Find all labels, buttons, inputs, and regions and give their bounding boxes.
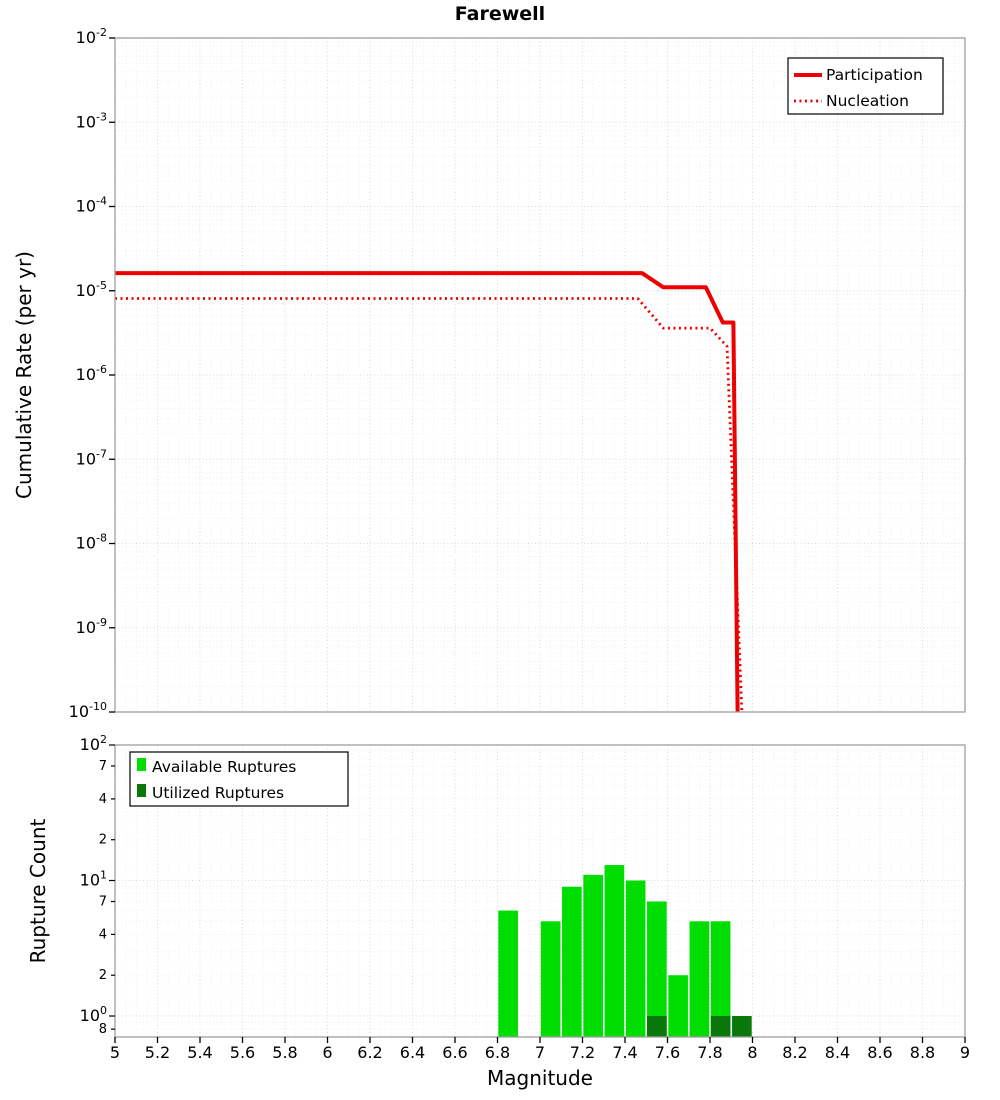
x-tick-label: 5.6 (230, 1043, 255, 1062)
x-tick-label: 7.8 (697, 1043, 722, 1062)
y-tick-label: 4 (99, 927, 107, 942)
x-tick-label: 8.8 (910, 1043, 935, 1062)
available-ruptures-bar (540, 921, 561, 1037)
bottom-legend: Available Ruptures Utilized Ruptures (129, 751, 349, 807)
y-tick-label: 101 (80, 869, 107, 890)
y-tick-label: 10-7 (76, 447, 107, 468)
y-tick-label: 7 (99, 894, 107, 909)
available-ruptures-bar (604, 865, 625, 1037)
y-tick-label: 10-6 (76, 363, 107, 384)
x-tick-label: 6.4 (400, 1043, 425, 1062)
legend-box (129, 751, 349, 807)
x-tick-label: 7.4 (612, 1043, 637, 1062)
available-ruptures-bar (498, 910, 518, 1037)
participation-line (115, 271, 740, 713)
available-ruptures-bar (689, 921, 710, 1037)
y-tick-label: 4 (99, 792, 107, 807)
x-tick-label: 6 (322, 1043, 332, 1062)
legend-sample-swatch (137, 784, 146, 797)
top-legend: Participation Nucleation (787, 57, 944, 115)
legend-box (787, 57, 944, 115)
x-tick-label: 9 (960, 1043, 970, 1062)
legend-label: Participation (826, 66, 923, 84)
legend-label: Available Ruptures (152, 758, 296, 776)
legend-label: Utilized Ruptures (152, 784, 284, 802)
y-tick-label: 102 (80, 733, 107, 754)
nucleation-line (115, 297, 744, 713)
y-tick-label: 100 (80, 1004, 107, 1025)
y-tick-label: 10-5 (76, 279, 107, 300)
y-tick-label: 2 (99, 833, 107, 848)
y-tick-label: 10-9 (76, 616, 107, 637)
y-tick-label: 2 (99, 968, 107, 983)
available-ruptures-bar (710, 921, 731, 1037)
y-tick-label: 8 (99, 1022, 107, 1037)
y-tick-label: 7 (99, 759, 107, 774)
utilized-ruptures-bar (710, 1016, 731, 1037)
chart-title: Farewell (454, 3, 546, 25)
x-tick-label: 5.2 (145, 1043, 170, 1062)
x-tick-label: 6.6 (442, 1043, 467, 1062)
x-tick-label: 5.8 (272, 1043, 297, 1062)
x-tick-label: 8 (747, 1043, 757, 1062)
y-tick-label: 10-4 (76, 195, 107, 216)
available-ruptures-bar (583, 874, 603, 1037)
legend-sample-swatch (137, 758, 146, 771)
x-tick-label: 8.2 (782, 1043, 807, 1062)
x-tick-label: 7.2 (570, 1043, 595, 1062)
y-tick-label: 10-10 (69, 700, 107, 721)
available-ruptures-bar (668, 975, 688, 1037)
utilized-ruptures-bar (732, 1016, 752, 1037)
utilized-ruptures-bar (647, 1016, 667, 1037)
y-tick-label: 10-3 (76, 110, 107, 131)
x-tick-label: 6.8 (485, 1043, 510, 1062)
x-axis-label: Magnitude (487, 1066, 593, 1090)
y-tick-label: 10-8 (76, 532, 107, 553)
available-ruptures-bar (647, 901, 667, 1037)
available-ruptures-bar (562, 886, 582, 1037)
x-tick-label: 7 (535, 1043, 545, 1062)
x-tick-label: 5 (110, 1043, 120, 1062)
x-tick-label: 8.6 (867, 1043, 892, 1062)
x-tick-label: 6.2 (357, 1043, 382, 1062)
available-ruptures-bar (625, 880, 646, 1037)
x-tick-label: 5.4 (187, 1043, 212, 1062)
x-tick-label: 8.4 (825, 1043, 850, 1062)
legend-label: Nucleation (826, 92, 909, 110)
y-tick-label: 10-2 (76, 26, 107, 47)
x-tick-label: 7.6 (655, 1043, 680, 1062)
